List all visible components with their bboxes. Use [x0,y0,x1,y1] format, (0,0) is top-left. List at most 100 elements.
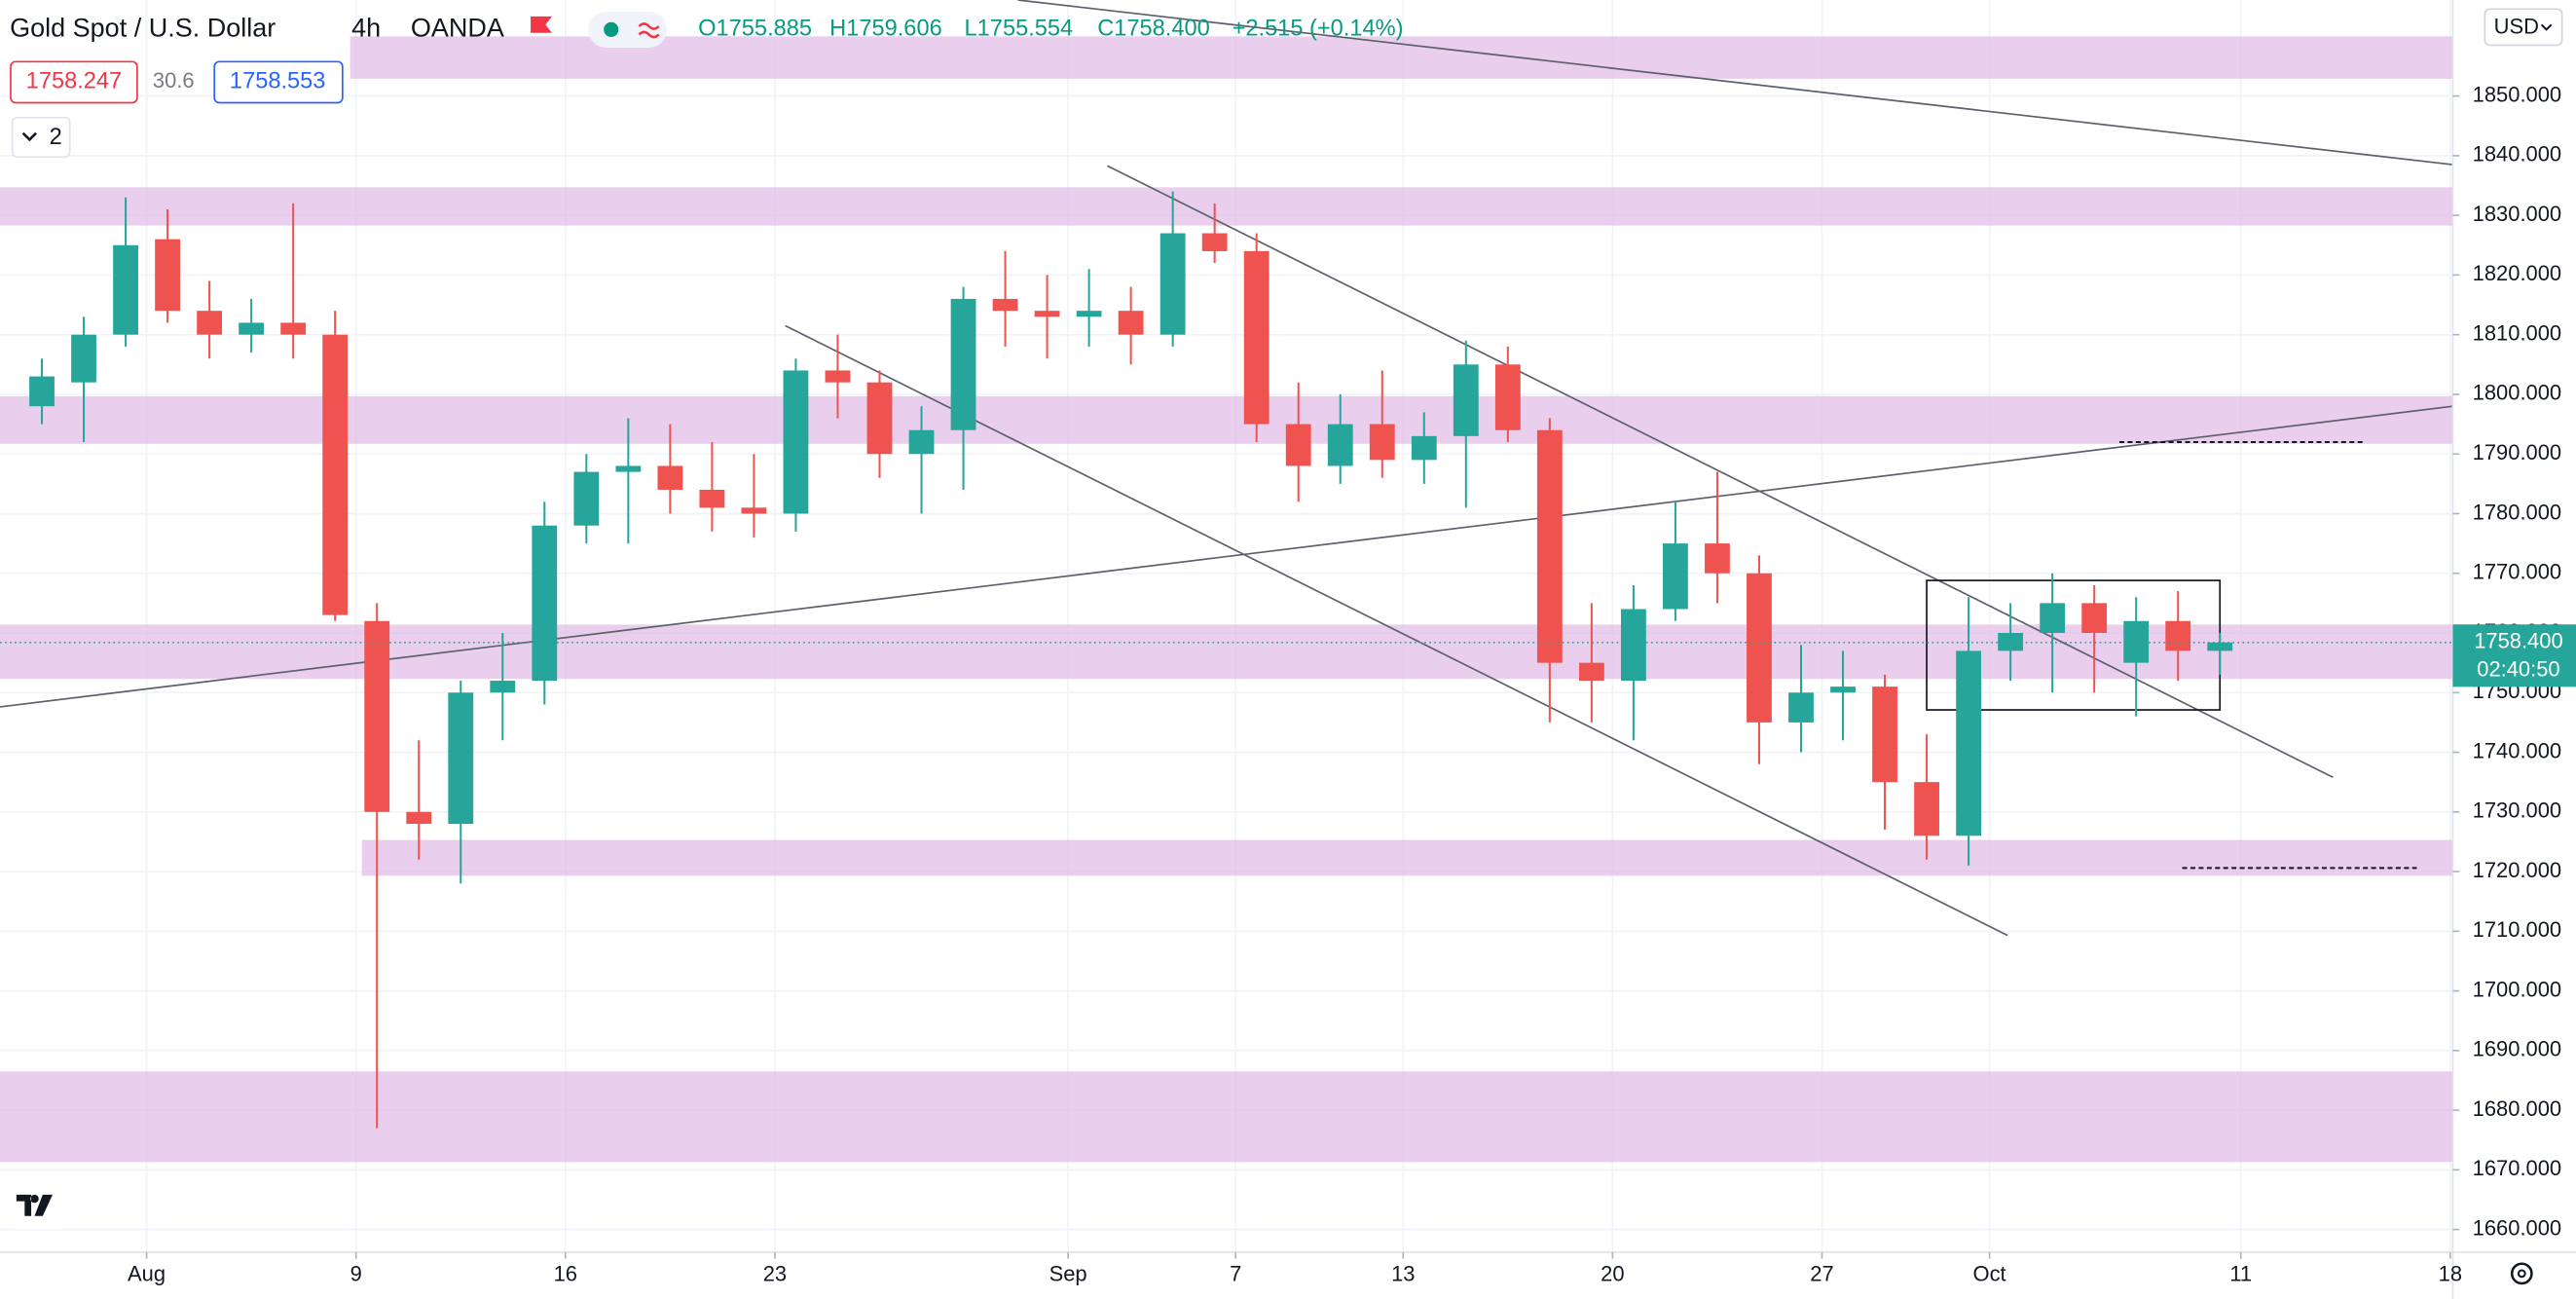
sell-box[interactable] [10,60,138,104]
y-tick-label: 1790.000 [2473,440,2561,464]
candle-body [1705,543,1730,574]
candle-body [2081,603,2108,633]
candle-body [71,334,96,383]
candle-body [950,298,976,430]
x-tick-label: 16 [554,1261,577,1285]
close-value: C1758.400 [1097,17,1210,42]
candle-body [825,370,851,383]
zone [0,1071,2453,1163]
trendline [0,405,2453,708]
trendline [1107,165,2334,779]
currency-select[interactable] [2484,8,2563,47]
y-tick-label: 1800.000 [2473,381,2561,405]
y-tick-label: 1670.000 [2473,1156,2561,1180]
x-tick-label: 18 [2439,1261,2462,1285]
x-tick-label: 23 [763,1261,787,1285]
flag-icon[interactable] [531,16,552,33]
logo[interactable] [16,1194,53,1216]
y-tick-label: 1820.000 [2473,261,2561,285]
candle-body [1453,364,1479,436]
y-tick-label: 1660.000 [2473,1215,2561,1240]
indicator-toggle[interactable] [11,116,71,159]
candle-body [1034,311,1060,317]
chevron-icon [21,131,38,142]
candle-body [699,489,725,508]
x-tick-label: Aug [128,1261,166,1285]
candle-body [1747,573,1772,723]
y-tick-label: 1710.000 [2473,917,2561,942]
buy-box[interactable] [213,60,344,104]
status-pill[interactable] [588,11,668,48]
x-tick-label: 7 [1230,1261,1241,1285]
candle-body [1956,650,1981,836]
candle-body [908,429,935,455]
candle-body [573,471,600,526]
low-value: L1755.554 [965,17,1074,42]
y-tick-label: 1850.000 [2473,82,2561,106]
gear-hub[interactable] [2517,1269,2526,1279]
zone [0,395,2453,444]
y-tick-label: 1730.000 [2473,798,2561,823]
zone [0,187,2453,226]
candle-body [741,507,767,514]
countdown: 02:40:50 [2477,656,2559,681]
candle-body [29,376,55,407]
candle-body [490,681,516,693]
y-tick-label: 1720.000 [2473,858,2561,882]
market-open-dot [604,21,619,37]
drawings [0,0,2453,937]
x-tick-label: 20 [1601,1261,1624,1285]
candle-body [1914,782,1939,836]
candle-body [1620,609,1646,682]
currency-chevron [2540,23,2553,31]
candle-body [1536,429,1563,663]
candle-body [1076,311,1102,317]
candle-body [2040,603,2066,633]
candle-body [239,322,265,335]
candle-body [1327,424,1353,466]
chart-title: Gold Spot / U.S. Dollar [10,14,276,43]
x-tick-label: 9 [350,1261,362,1285]
bid-price[interactable]: 1758.247 [26,69,122,94]
x-tick-label: Oct [1973,1261,2006,1285]
candles [29,191,2233,1129]
candle-body [532,525,558,682]
candle-body [2207,642,2233,651]
y-tick-label: 1810.000 [2473,320,2561,345]
zone [350,36,2453,79]
open-value: O1755.885 [698,17,812,42]
indicator-count[interactable]: 2 [50,125,62,150]
trendline [1017,0,2453,166]
candle-body [155,239,180,312]
candle-body [1369,424,1395,461]
interval[interactable]: 4h [351,14,381,43]
change-value: +2.515 (+0.14%) [1233,17,1404,42]
candle-body [1788,692,1814,723]
y-tick-label: 1740.000 [2473,738,2561,762]
axes: 1660.000 1670.000 1680.000 1690.000 1700.000… [128,82,2576,1285]
candle-body [1872,687,1897,783]
candle-body [657,465,683,490]
candle-body [1285,424,1311,466]
source: OANDA [411,14,504,43]
candle-body [1201,233,1228,251]
candle-body [1159,233,1186,335]
gear-ring[interactable] [2510,1262,2533,1285]
candle-body [992,298,1018,312]
y-tick-label: 1680.000 [2473,1096,2561,1121]
x-tick-label: 27 [1810,1261,1833,1285]
logo-box[interactable] [6,1176,69,1230]
candle-body [322,334,349,615]
settings-icon[interactable] [2510,1262,2533,1285]
y-tick-label: 1830.000 [2473,202,2561,226]
candle-body [783,370,809,514]
candle-body [2165,620,2191,651]
y-tick-label: 1690.000 [2473,1037,2561,1061]
y-tick-label: 1700.000 [2473,977,2561,1001]
candle-body [280,322,307,335]
zone [361,839,2453,876]
currency[interactable]: USD [2494,14,2539,38]
ask-price[interactable]: 1758.553 [230,69,325,94]
